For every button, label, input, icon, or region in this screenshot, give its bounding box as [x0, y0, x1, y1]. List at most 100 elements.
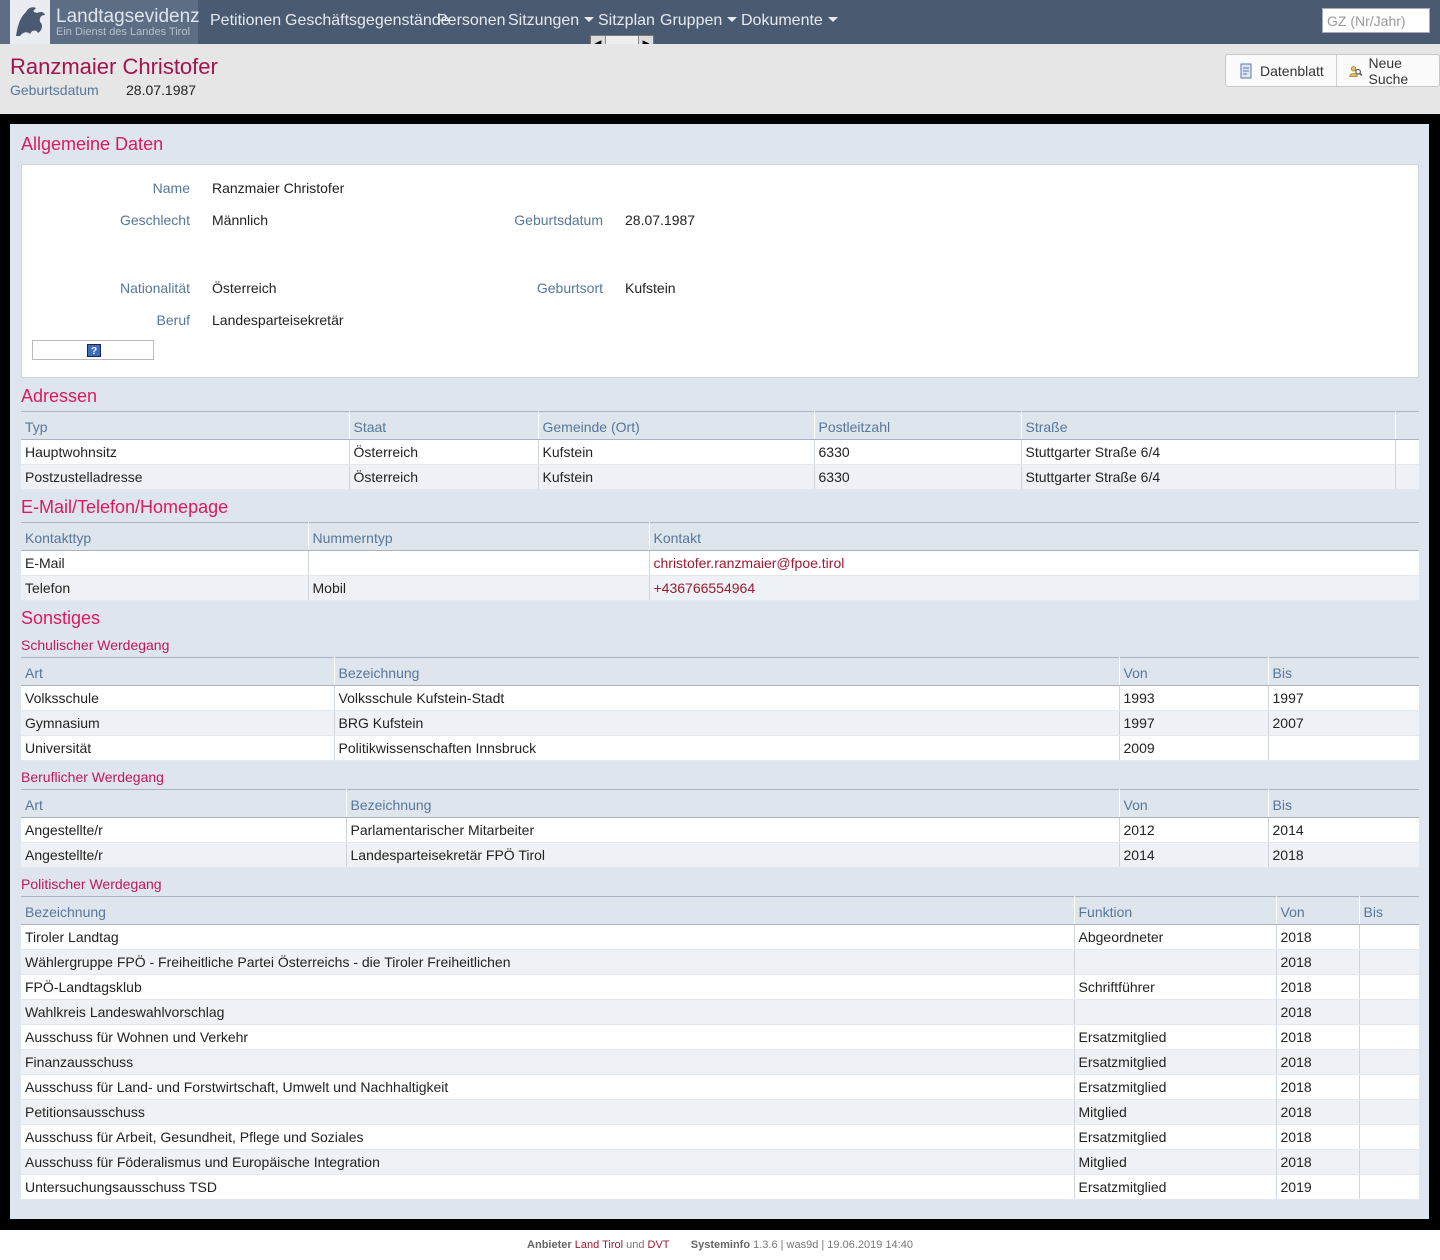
table-row[interactable]: Petitionsausschuss Mitglied 2018 [21, 1099, 1419, 1125]
nav-sitzplan[interactable]: Sitzplan [598, 12, 655, 29]
column-header[interactable]: Funktion [1074, 896, 1277, 925]
cell: Universität [21, 735, 335, 761]
section-title-general: Allgemeine Daten [21, 134, 164, 154]
footer-link-dvt[interactable]: DVT [647, 1239, 670, 1251]
table-row[interactable]: Volksschule Volksschule Kufstein-Stadt 1… [21, 685, 1419, 711]
cell: Ersatzmitglied [1074, 1024, 1277, 1050]
cell: +436766554964 [649, 575, 1419, 601]
birthdate-label: Geburtsdatum [514, 212, 603, 228]
table-row[interactable]: E-Mail christofer.ranzmaier@fpoe.tirol [21, 550, 1419, 576]
neue-suche-button[interactable]: Neue Suche [1335, 55, 1439, 87]
cell: Ausschuss für Land- und Forstwirtschaft,… [21, 1074, 1075, 1100]
cell: BRG Kufstein [334, 710, 1120, 736]
cell: Angestellte/r [21, 842, 347, 868]
column-header[interactable]: Kontakttyp [21, 522, 309, 551]
cell: 1993 [1119, 685, 1269, 711]
birthplace-label: Geburtsort [536, 280, 603, 296]
footer-sysinfo-value: 1.3.6 | was9d | 19.06.2019 14:40 [753, 1239, 913, 1251]
nav-petitionen[interactable]: Petitionen [210, 12, 282, 29]
document-icon [1240, 63, 1252, 78]
table-row[interactable]: Ausschuss für Wohnen und Verkehr Ersatzmi… [21, 1024, 1419, 1050]
cell [308, 550, 650, 576]
footer-link-land-tirol[interactable]: Land Tirol [574, 1239, 624, 1251]
cell: 2009 [1119, 735, 1269, 761]
column-header[interactable]: Art [21, 789, 347, 818]
cell [1359, 1049, 1419, 1075]
email-link[interactable]: christofer.ranzmaier@fpoe.tirol [653, 555, 845, 571]
table-row[interactable]: Hauptwohnsitz Österreich Kufstein 6330 S… [21, 439, 1419, 465]
cell: 2018 [1276, 999, 1360, 1025]
cell: Finanzausschuss [21, 1049, 1075, 1075]
table-row[interactable]: Ausschuss für Föderalismus und Europäisc… [21, 1149, 1419, 1175]
brand[interactable]: Landtagsevidenz Ein Dienst des Landes Ti… [0, 0, 200, 44]
table-row[interactable]: Ausschuss für Land- und Forstwirtschaft,… [21, 1074, 1419, 1100]
table-row[interactable]: Untersuchungsausschuss TSD Ersatzmitglied… [21, 1174, 1419, 1200]
cell: 6330 [814, 464, 1022, 490]
cell: Ausschuss für Föderalismus und Europäisc… [21, 1149, 1075, 1175]
table-row[interactable]: Gymnasium BRG Kufstein 1997 2007 [21, 710, 1419, 736]
column-header[interactable]: Bezeichnung [334, 657, 1120, 686]
table-row[interactable]: Universität Politikwissenschaften Innsbr… [21, 735, 1419, 761]
nationality-value: Österreich [212, 280, 277, 296]
column-header[interactable]: Bezeichnung [346, 789, 1120, 818]
page-title: Ranzmaier Christofer [10, 54, 218, 79]
cell: Ersatzmitglied [1074, 1174, 1277, 1200]
cell: 2018 [1276, 924, 1360, 950]
table-row[interactable]: FPÖ-Landtagsklub Schriftführer 2018 [21, 974, 1419, 1000]
cell: Untersuchungsausschuss TSD [21, 1174, 1075, 1200]
column-header[interactable]: Nummerntyp [308, 522, 650, 551]
nav-gruppen[interactable]: Gruppen [660, 0, 738, 44]
nav-dokumente[interactable]: Dokumente [741, 0, 838, 44]
help-icon[interactable]: ? [87, 344, 101, 357]
column-header[interactable]: Postleitzahl [814, 411, 1022, 440]
cell: E-Mail [21, 550, 309, 576]
nav-personen[interactable]: Personen [437, 12, 506, 29]
cell: 1997 [1268, 685, 1419, 711]
footer: Anbieter Land Tirol und DVT Systeminfo 1… [0, 1230, 1440, 1260]
school-table: Art Bezeichnung Von Bis Volksschule Volk… [21, 657, 1419, 761]
table-row[interactable]: Wählergruppe FPÖ - Freiheitliche Partei … [21, 949, 1419, 975]
chevron-down-icon [584, 17, 595, 23]
table-row[interactable]: Postzustelladresse Österreich Kufstein 6… [21, 464, 1419, 490]
table-header-row: Art Bezeichnung Von Bis [21, 657, 1419, 686]
cell: 2012 [1119, 817, 1269, 843]
column-header[interactable]: Bis [1359, 896, 1419, 925]
datenblatt-button[interactable]: Datenblatt [1226, 55, 1336, 86]
table-row[interactable]: Wahlkreis Landeswahlvorschlag 2018 [21, 999, 1419, 1025]
table-row[interactable]: Angestellte/r Landesparteisekretär FPÖ T… [21, 842, 1419, 868]
column-header[interactable]: Von [1119, 789, 1269, 818]
cell [1359, 1099, 1419, 1125]
gz-search-input[interactable] [1322, 8, 1430, 33]
table-header-row: Bezeichnung Funktion Von Bis [21, 896, 1419, 925]
column-header[interactable]: Staat [349, 411, 539, 440]
name-label: Name [152, 180, 190, 196]
birthplace-value: Kufstein [625, 280, 676, 296]
nav-sitzungen[interactable]: Sitzungen [508, 0, 595, 44]
app-subtitle: Ein Dienst des Landes Tirol [56, 25, 190, 38]
table-row[interactable]: Angestellte/r Parlamentarischer Mitarbei… [21, 817, 1419, 843]
nav-geschaeftsgegenstaende[interactable]: Geschäftsgegenstände [285, 12, 450, 29]
phone-link[interactable]: +436766554964 [653, 580, 756, 596]
column-header[interactable]: Bis [1268, 657, 1419, 686]
column-header[interactable]: Von [1119, 657, 1269, 686]
datenblatt-label: Datenblatt [1260, 62, 1324, 79]
column-header[interactable]: Typ [21, 411, 350, 440]
column-header[interactable]: Straße [1021, 411, 1396, 440]
cell: 2007 [1268, 710, 1419, 736]
nav-gruppen-label: Gruppen [660, 12, 723, 29]
cell: 6330 [814, 439, 1022, 465]
column-header[interactable]: Gemeinde (Ort) [538, 411, 815, 440]
column-header[interactable]: Kontakt [649, 522, 1419, 551]
column-header[interactable]: Art [21, 657, 335, 686]
header-birthdate-value: 28.07.1987 [126, 82, 197, 98]
header-birthdate-label: Geburtsdatum [10, 82, 99, 98]
table-row[interactable]: Ausschuss für Arbeit, Gesundheit, Pflege… [21, 1124, 1419, 1150]
table-row[interactable]: Tiroler Landtag Abgeordneter 2018 [21, 924, 1419, 950]
table-row[interactable]: Finanzausschuss Ersatzmitglied 2018 [21, 1049, 1419, 1075]
table-row[interactable]: Telefon Mobil +436766554964 [21, 575, 1419, 601]
column-header[interactable]: Bis [1268, 789, 1419, 818]
chevron-down-icon [827, 17, 838, 23]
cell: Mobil [308, 575, 650, 601]
column-header[interactable]: Von [1276, 896, 1360, 925]
column-header[interactable]: Bezeichnung [21, 896, 1075, 925]
